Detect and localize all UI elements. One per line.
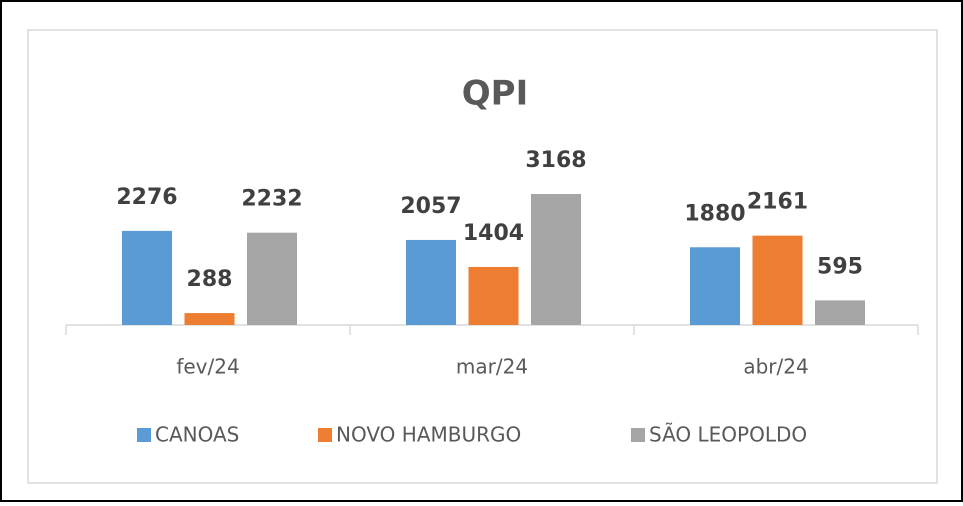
legend-label: NOVO HAMBURGO xyxy=(336,423,521,447)
legend-label: SÃO LEOPOLDO xyxy=(649,423,807,447)
bar xyxy=(184,313,235,325)
data-label: 3168 xyxy=(525,148,586,173)
bar xyxy=(531,194,581,325)
data-label: 2232 xyxy=(241,187,302,212)
legend-label: CANOAS xyxy=(155,423,239,447)
x-tick-label: fev/24 xyxy=(176,355,239,379)
bar xyxy=(468,266,519,325)
x-tick-label: abr/24 xyxy=(743,355,808,379)
x-tick-label: mar/24 xyxy=(456,355,528,379)
bar xyxy=(752,235,803,325)
legend-swatch xyxy=(631,428,645,442)
bar xyxy=(247,232,297,325)
data-label: 2276 xyxy=(116,185,177,210)
bar xyxy=(122,230,172,325)
data-label: 595 xyxy=(817,254,863,279)
data-label: 288 xyxy=(187,267,233,292)
bar xyxy=(815,300,865,325)
data-label: 1404 xyxy=(463,221,524,246)
data-label: 2161 xyxy=(747,190,808,215)
legend-swatch xyxy=(318,428,332,442)
data-label: 2057 xyxy=(400,194,461,219)
bar xyxy=(406,239,456,325)
data-label: 1880 xyxy=(684,201,745,226)
chart-title: QPI xyxy=(462,74,528,114)
bar xyxy=(690,247,740,325)
legend-swatch xyxy=(137,428,151,442)
